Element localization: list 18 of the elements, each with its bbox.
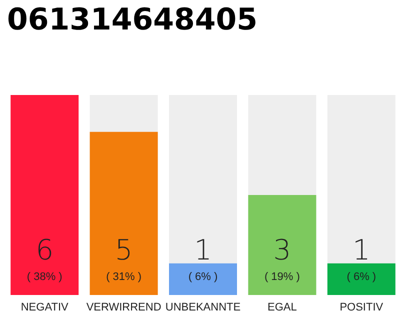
bar [327,263,396,295]
x-tick-label: POSITIV [340,302,384,314]
data-label: ( 38% ) [26,271,62,283]
data-label: ( 6% ) [188,271,218,283]
data-label: ( 31% ) [106,271,142,283]
annotation: 1 [194,234,212,266]
annotation: 1 [352,234,370,266]
bar [169,263,237,295]
data-label: ( 6% ) [346,271,376,283]
x-tick-label: UNBEKANNTE [165,302,241,314]
annotation: 6 [36,234,54,266]
x-tick-label: VERWIRREND [86,302,162,314]
data-label: ( 19% ) [264,271,300,283]
x-tick-label: EGAL [268,302,297,314]
annotation: 5 [114,234,133,266]
annotation: 3 [273,234,292,266]
x-tick-label: NEGATIV [20,302,69,314]
chart-title: 061314648405 [7,2,258,38]
